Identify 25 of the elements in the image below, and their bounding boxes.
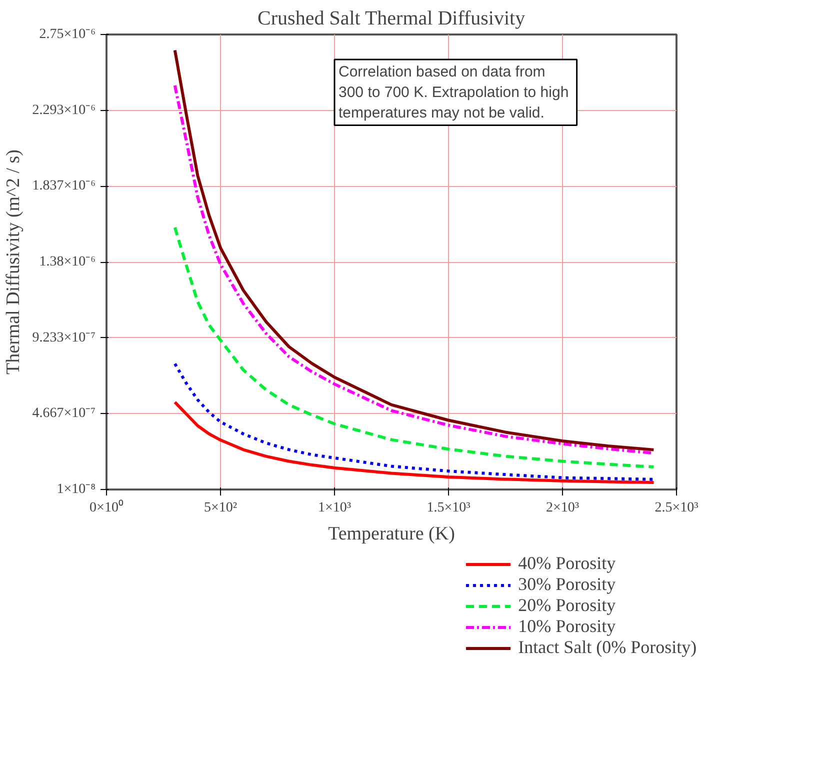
x-tick-label: 1×10³: [318, 500, 352, 516]
x-axis-title: Temperature (K): [328, 524, 455, 544]
y-tick-label: 2.75×10⁻⁶: [39, 27, 96, 42]
line-series: [173, 362, 656, 481]
legend-label: 20% Porosity: [518, 595, 616, 616]
legend-label: Intact Salt (0% Porosity): [518, 637, 697, 658]
y-tick-label: 1×10⁻⁸: [56, 482, 96, 497]
legend-label: 30% Porosity: [518, 574, 616, 595]
annotation: Correlation based on data from 300 to 700 K. Extrapolation to high temperatures may not be valid.: [338, 64, 569, 122]
x-tick-label: 2.5×10³: [654, 500, 698, 516]
legend-label: 10% Porosity: [518, 616, 616, 637]
chart-title: Crushed Salt Thermal Diffusivity: [258, 8, 526, 30]
y-tick-label: 4.667×10⁻⁷: [32, 406, 96, 422]
x-tick-label: 0×10⁰: [90, 500, 124, 516]
legend-label: 40% Porosity: [518, 553, 616, 574]
x-tick-label: 2×10³: [546, 500, 580, 516]
line-series: [173, 400, 656, 484]
y-tick-label: 2.293×10⁻⁶: [32, 102, 96, 118]
x-tick-label: 1.5×10³: [426, 500, 470, 516]
y-tick-label: 1.837×10⁻⁶: [32, 178, 96, 194]
y-tick-label: 1.38×10⁻⁶: [39, 254, 96, 270]
line-series: [173, 226, 656, 468]
y-tick-label: 9.233×10⁻⁷: [32, 330, 96, 346]
x-tick-label: 5×10²: [204, 500, 238, 516]
y-axis-title: Thermal Diffusivity (m^2 / s): [3, 150, 24, 374]
